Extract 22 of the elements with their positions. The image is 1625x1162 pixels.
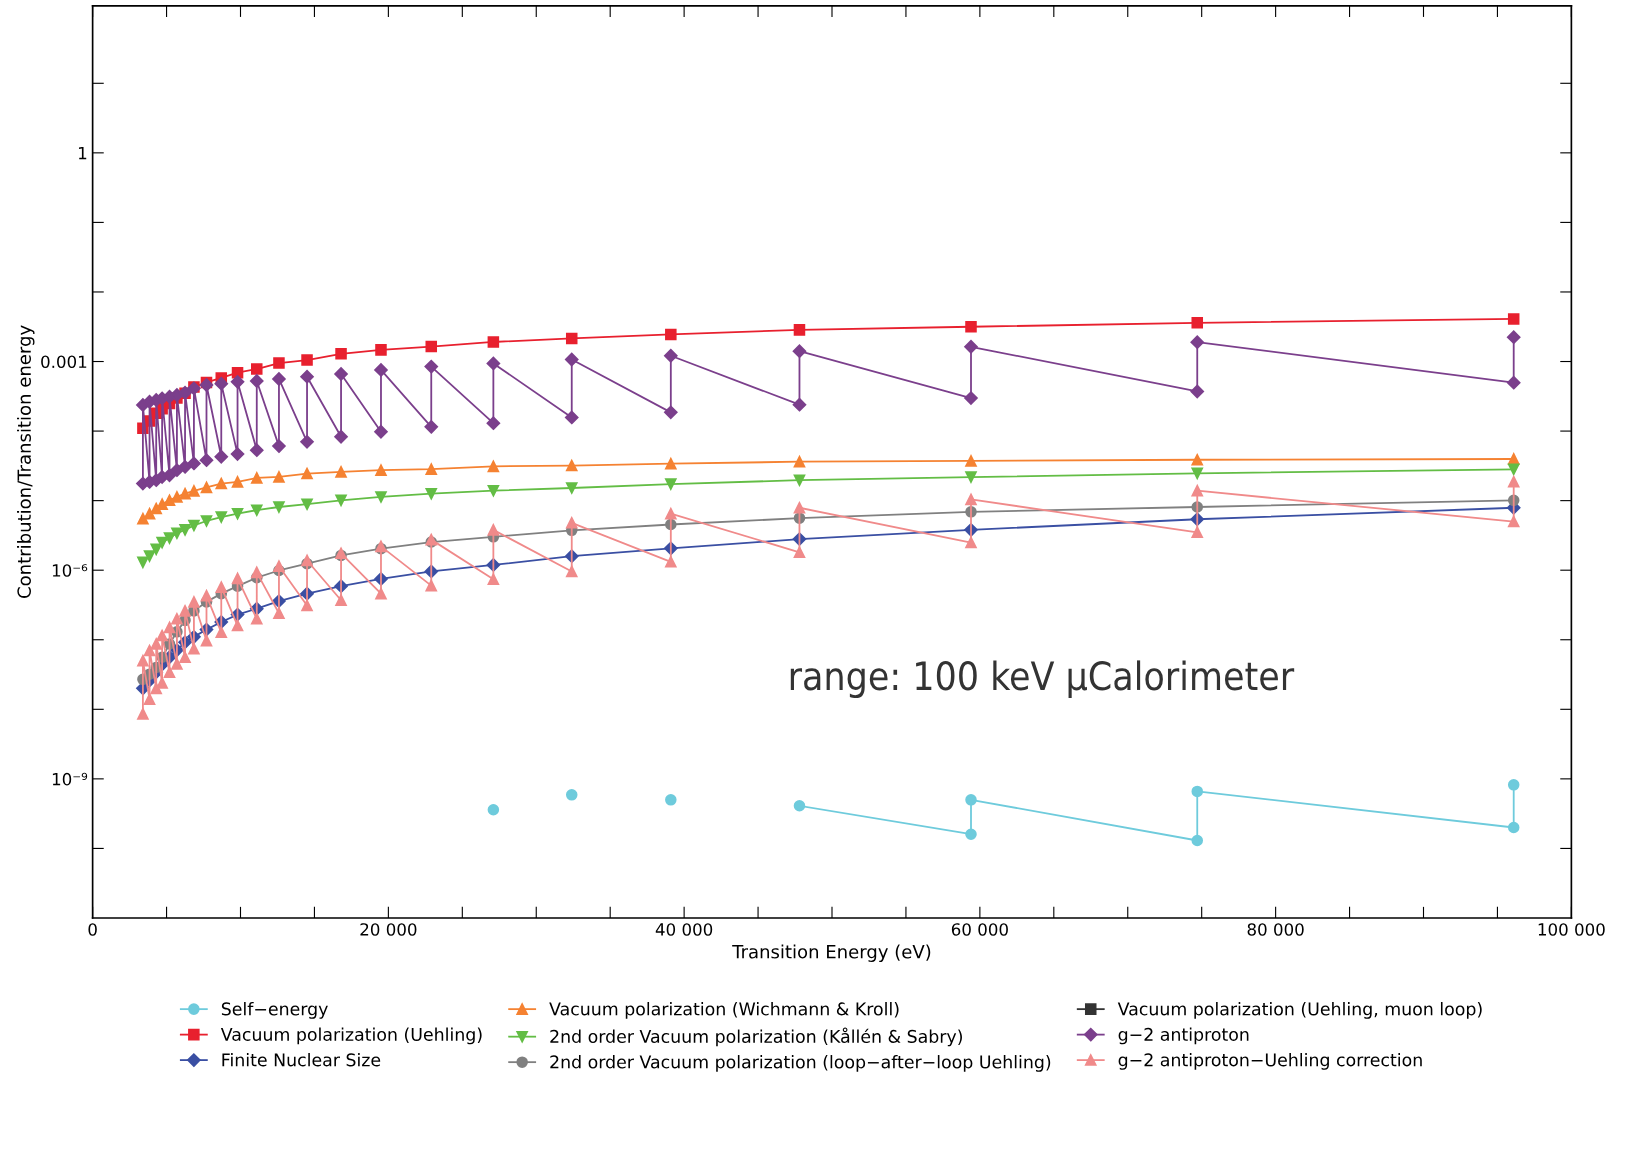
- legend-label: 2nd order Vacuum polarization (loop−after−loop Uehling): [550, 1055, 1051, 1072]
- y-tick-label: 1: [78, 147, 87, 160]
- x-tick-label: 100 000: [1538, 923, 1605, 936]
- annotation: range: 100 keV µCalorimeter: [790, 660, 1295, 699]
- legend-label: 2nd order Vacuum polarization (Kållén & Sabry): [550, 1027, 962, 1047]
- y-tick-label: 10⁻⁶: [52, 564, 88, 577]
- legend-label: g−2 antiproton: [1118, 1027, 1249, 1045]
- legend-label: Vacuum polarization (Wichmann & Kroll): [549, 1002, 899, 1019]
- y-tick-label: 0.001: [41, 355, 87, 369]
- legend-label: Vacuum polarization (Uehling): [220, 1027, 482, 1045]
- x-tick-label: 20 000: [360, 923, 417, 936]
- x-tick-label: 60 000: [951, 923, 1008, 936]
- x-tick-label: 80 000: [1247, 923, 1304, 936]
- legend-label: Finite Nuclear Size: [222, 1052, 381, 1067]
- legend-label: Vacuum polarization (Uehling, muon loop): [1117, 1002, 1482, 1019]
- x-tick-label: 40 000: [655, 923, 713, 936]
- legend-label: Self−energy: [221, 1002, 328, 1019]
- x-axis-title: Transition Energy (eV): [732, 944, 931, 962]
- y-axis-title: Contribution/Transition energy: [17, 325, 35, 598]
- y-tick-label: 10⁻⁹: [52, 772, 88, 786]
- x-tick-label: 0: [88, 923, 97, 936]
- legend-label: g−2 antiproton−Uehling correction: [1118, 1052, 1422, 1070]
